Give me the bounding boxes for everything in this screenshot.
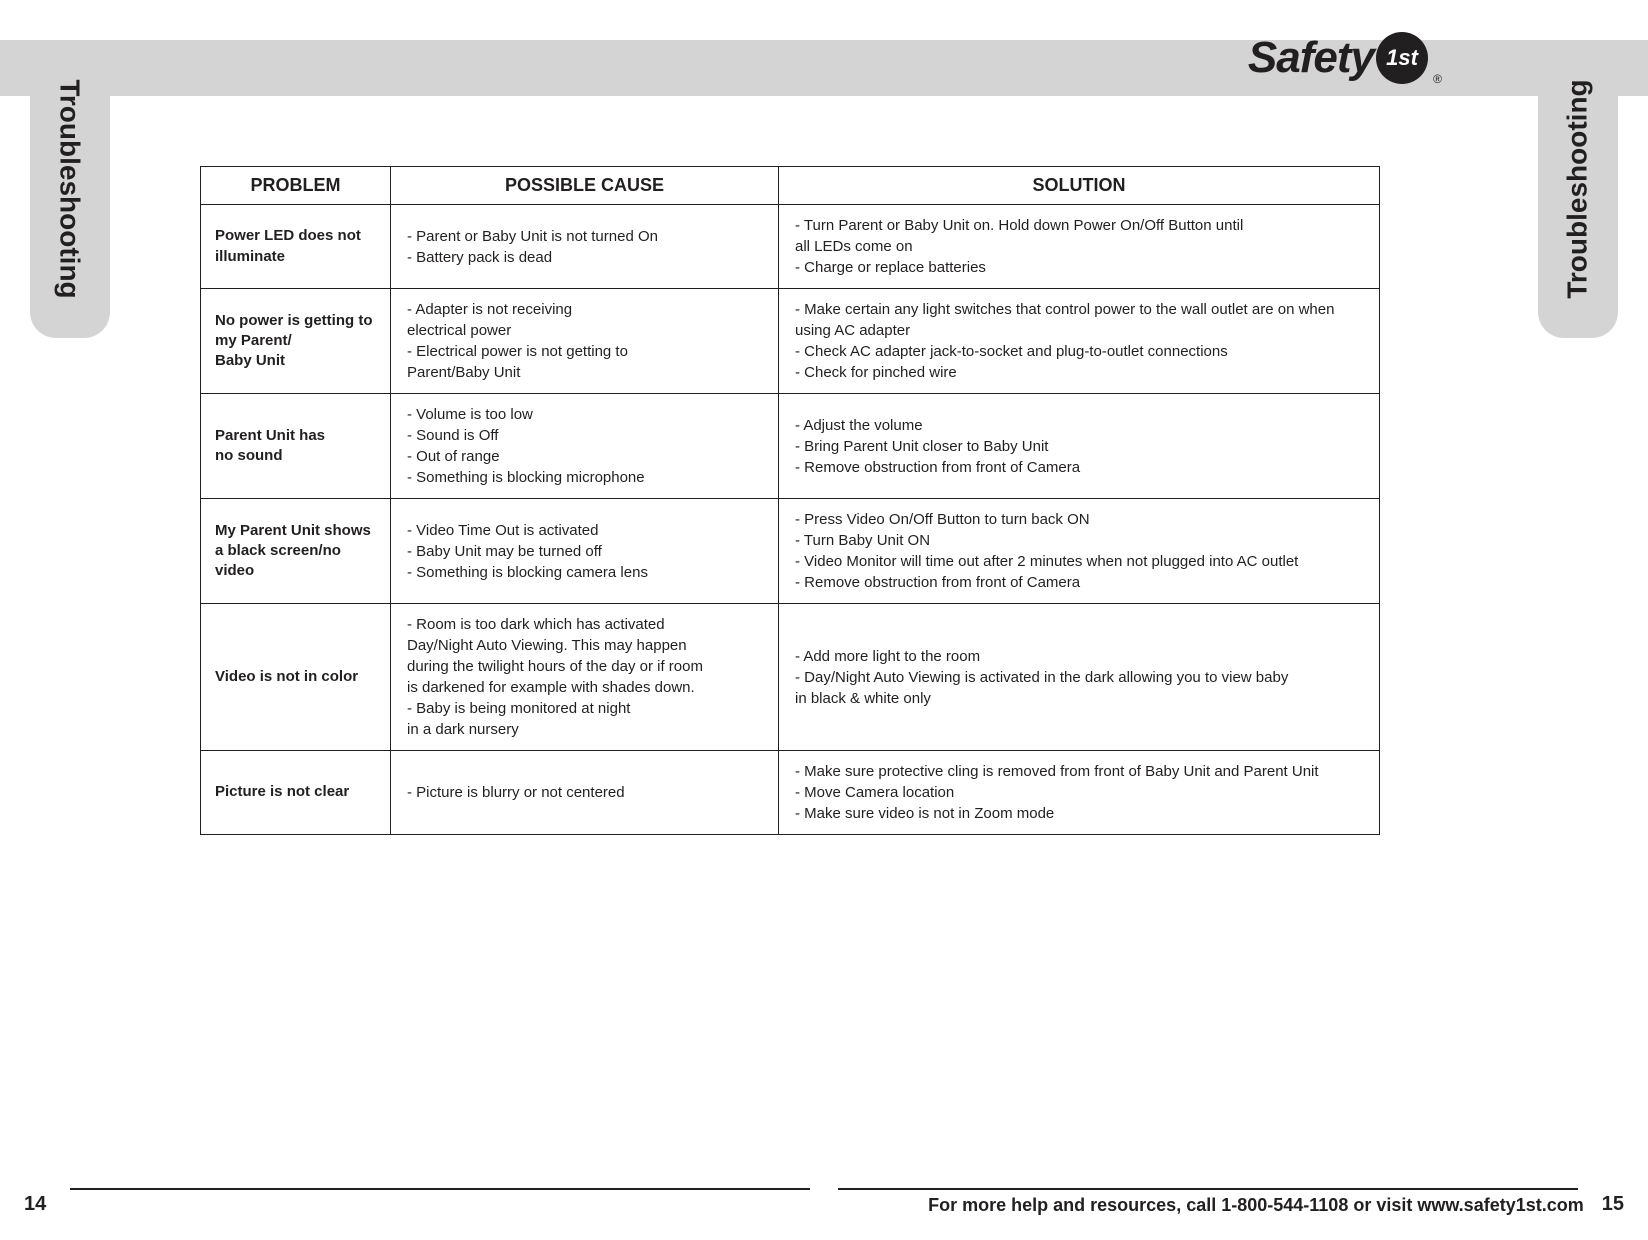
brand-logo: Safety 1st xyxy=(1248,32,1428,84)
section-tab-right: Troubleshooting xyxy=(1538,40,1618,338)
header-cause: POSSIBLE CAUSE xyxy=(391,167,779,205)
header-problem: PROBLEM xyxy=(201,167,391,205)
cause-cell: - Volume is too low- Sound is Off- Out o… xyxy=(391,394,779,499)
cause-cell: - Adapter is not receiving electrical po… xyxy=(391,289,779,394)
solution-cell: - Add more light to the room- Day/Night … xyxy=(779,604,1380,751)
brand-badge-circle: 1st xyxy=(1376,32,1428,84)
table-row: Parent Unit hasno sound- Volume is too l… xyxy=(201,394,1380,499)
footer-left: 14 xyxy=(24,1193,46,1216)
problem-cell: Picture is not clear xyxy=(201,751,391,835)
solution-cell: - Turn Parent or Baby Unit on. Hold down… xyxy=(779,205,1380,289)
page-number-right: 15 xyxy=(1602,1193,1624,1216)
problem-cell: Parent Unit hasno sound xyxy=(201,394,391,499)
table-row: No power is getting to my Parent/Baby Un… xyxy=(201,289,1380,394)
page-number-left: 14 xyxy=(24,1193,46,1216)
solution-cell: - Make sure protective cling is removed … xyxy=(779,751,1380,835)
footer-help-text: For more help and resources, call 1-800-… xyxy=(928,1195,1584,1216)
troubleshooting-table: PROBLEM POSSIBLE CAUSE SOLUTION Power LE… xyxy=(200,166,1380,835)
table-row: My Parent Unit shows a black screen/no v… xyxy=(201,499,1380,604)
solution-cell: - Adjust the volume- Bring Parent Unit c… xyxy=(779,394,1380,499)
solution-cell: - Press Video On/Off Button to turn back… xyxy=(779,499,1380,604)
cause-cell: - Picture is blurry or not centered xyxy=(391,751,779,835)
troubleshooting-table-container: PROBLEM POSSIBLE CAUSE SOLUTION Power LE… xyxy=(200,166,1380,835)
footer: 14 For more help and resources, call 1-8… xyxy=(0,1178,1648,1216)
cause-cell: - Parent or Baby Unit is not turned On- … xyxy=(391,205,779,289)
problem-cell: Power LED does not illuminate xyxy=(201,205,391,289)
table-header-row: PROBLEM POSSIBLE CAUSE SOLUTION xyxy=(201,167,1380,205)
problem-cell: No power is getting to my Parent/Baby Un… xyxy=(201,289,391,394)
registered-mark: ® xyxy=(1433,72,1442,86)
tab-left-label: Troubleshooting xyxy=(54,79,86,298)
footer-right: For more help and resources, call 1-800-… xyxy=(928,1193,1624,1216)
table-row: Picture is not clear- Picture is blurry … xyxy=(201,751,1380,835)
brand-name: Safety xyxy=(1248,33,1374,83)
solution-cell: - Make certain any light switches that c… xyxy=(779,289,1380,394)
tab-right-label: Troubleshooting xyxy=(1562,79,1594,298)
table-row: Power LED does not illuminate- Parent or… xyxy=(201,205,1380,289)
cause-cell: - Video Time Out is activated- Baby Unit… xyxy=(391,499,779,604)
table-row: Video is not in color- Room is too dark … xyxy=(201,604,1380,751)
section-tab-left: Troubleshooting xyxy=(30,40,110,338)
brand-badge-text: 1st xyxy=(1386,45,1418,71)
header-solution: SOLUTION xyxy=(779,167,1380,205)
problem-cell: My Parent Unit shows a black screen/no v… xyxy=(201,499,391,604)
problem-cell: Video is not in color xyxy=(201,604,391,751)
cause-cell: - Room is too dark which has activated D… xyxy=(391,604,779,751)
